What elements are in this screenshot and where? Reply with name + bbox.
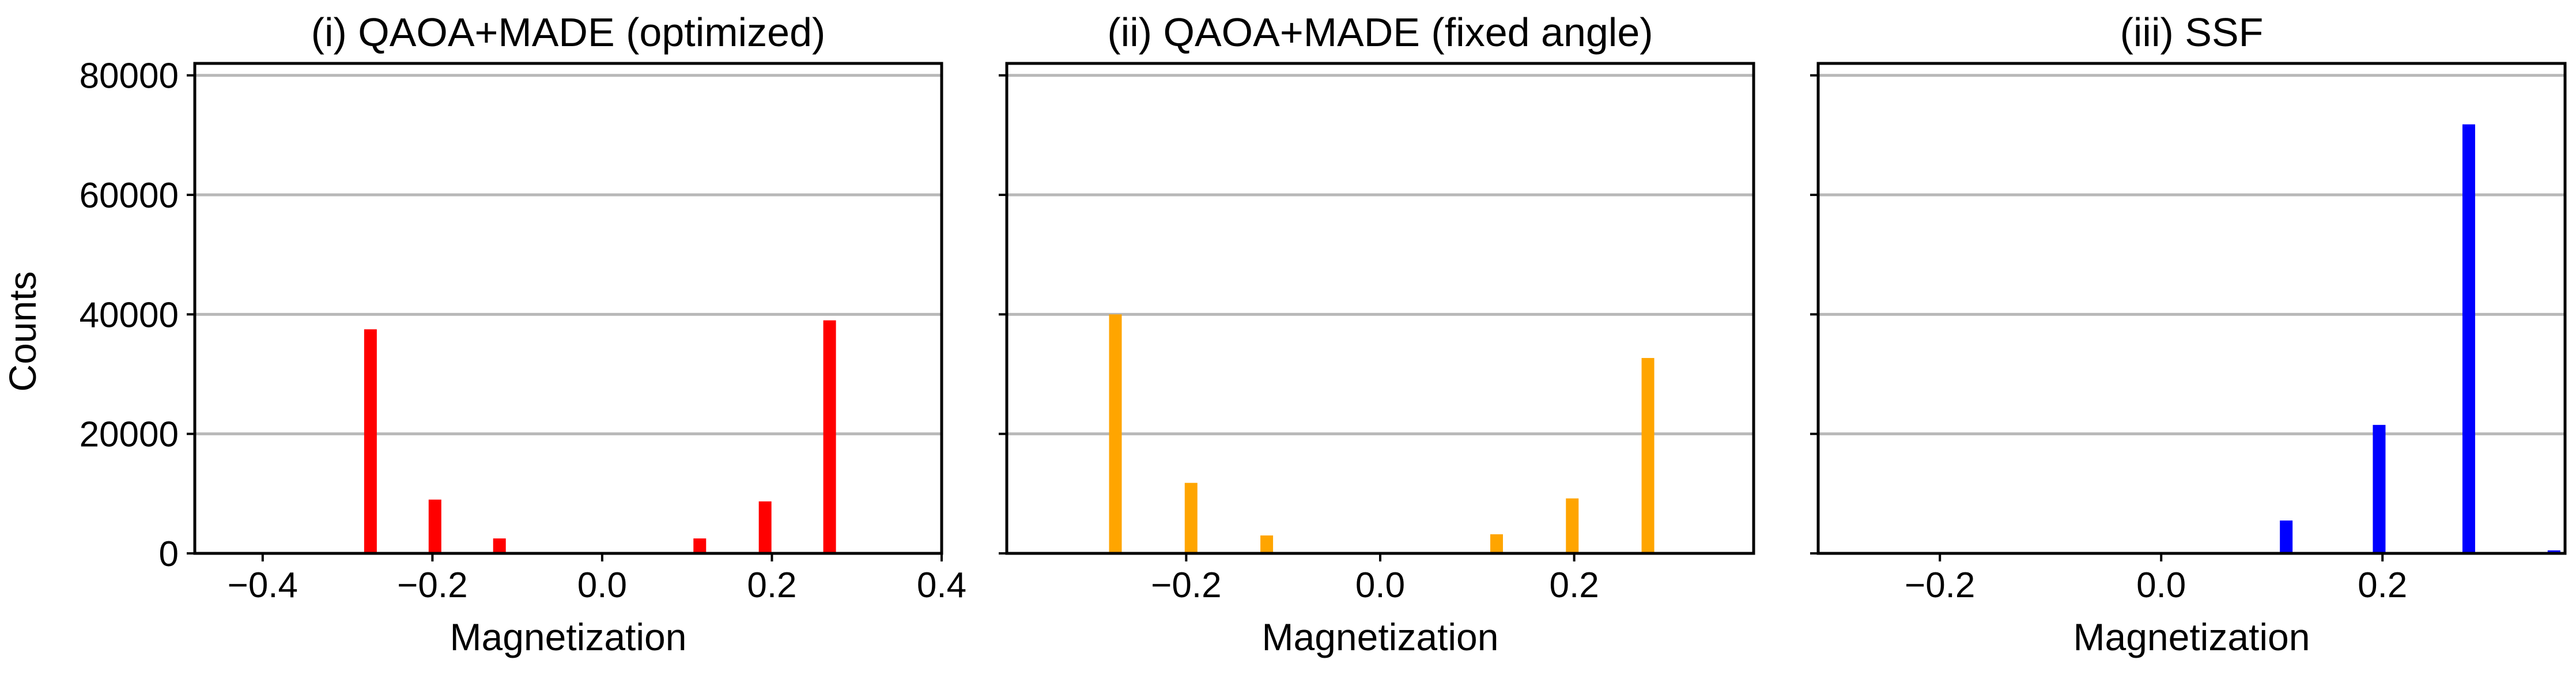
bar (1109, 314, 1122, 553)
x-tick-label: 0.2 (747, 565, 796, 605)
bar (1641, 358, 1655, 553)
y-tick-label: 80000 (80, 56, 179, 96)
y-tick-label: 60000 (80, 176, 179, 216)
bar (1490, 534, 1503, 553)
x-tick-label: 0.0 (577, 565, 627, 605)
x-tick-label: 0.0 (2136, 565, 2186, 605)
y-tick-label: 20000 (80, 415, 179, 455)
panel-fixed-angle: −0.2 0.0 0.2 (ii) QAOA+MADE (fixed angle) … (999, 10, 1755, 658)
bar (493, 538, 506, 553)
bar (364, 329, 377, 553)
x-axis-label: Magnetization (1262, 616, 1499, 658)
panel-title: (i) QAOA+MADE (optimized) (311, 10, 826, 55)
bar (1184, 482, 1198, 553)
x-tick-label: −0.2 (397, 565, 467, 605)
x-axis-label: Magnetization (450, 616, 687, 658)
panel-optimized: 0 20000 40000 60000 80000 −0.4 −0.2 0.0 0.2 0.4 (… (80, 10, 967, 658)
x-tick-label: −0.2 (1905, 565, 1975, 605)
x-axis-label: Magnetization (2073, 616, 2310, 658)
x-tick-label: −0.2 (1151, 565, 1221, 605)
bar (428, 499, 441, 553)
bar (758, 501, 772, 553)
x-tick-label: 0.4 (917, 565, 966, 605)
plot-frame (1816, 62, 2567, 555)
y-tick-label: 40000 (80, 295, 179, 335)
bar (693, 538, 707, 553)
bar (823, 320, 836, 553)
x-tick-label: 0.0 (1355, 565, 1405, 605)
bar (1260, 535, 1274, 553)
bar (2280, 520, 2293, 553)
bar (2373, 425, 2386, 553)
x-tick-label: −0.4 (228, 565, 298, 605)
bar (1566, 498, 1579, 553)
plot-frame (193, 62, 943, 555)
panel-title: (ii) QAOA+MADE (fixed angle) (1107, 10, 1653, 55)
y-tick-label: 0 (159, 534, 179, 574)
x-tick-label: 0.2 (1550, 565, 1599, 605)
y-axis-label: Counts (1, 271, 44, 391)
x-tick-label: 0.2 (2358, 565, 2407, 605)
panel-title: (iii) SSF (2120, 10, 2264, 55)
bar (2547, 550, 2560, 553)
bar (2462, 124, 2475, 554)
panel-ssf: −0.2 0.0 0.2 (iii) SSF Magnetization (1810, 10, 2567, 658)
